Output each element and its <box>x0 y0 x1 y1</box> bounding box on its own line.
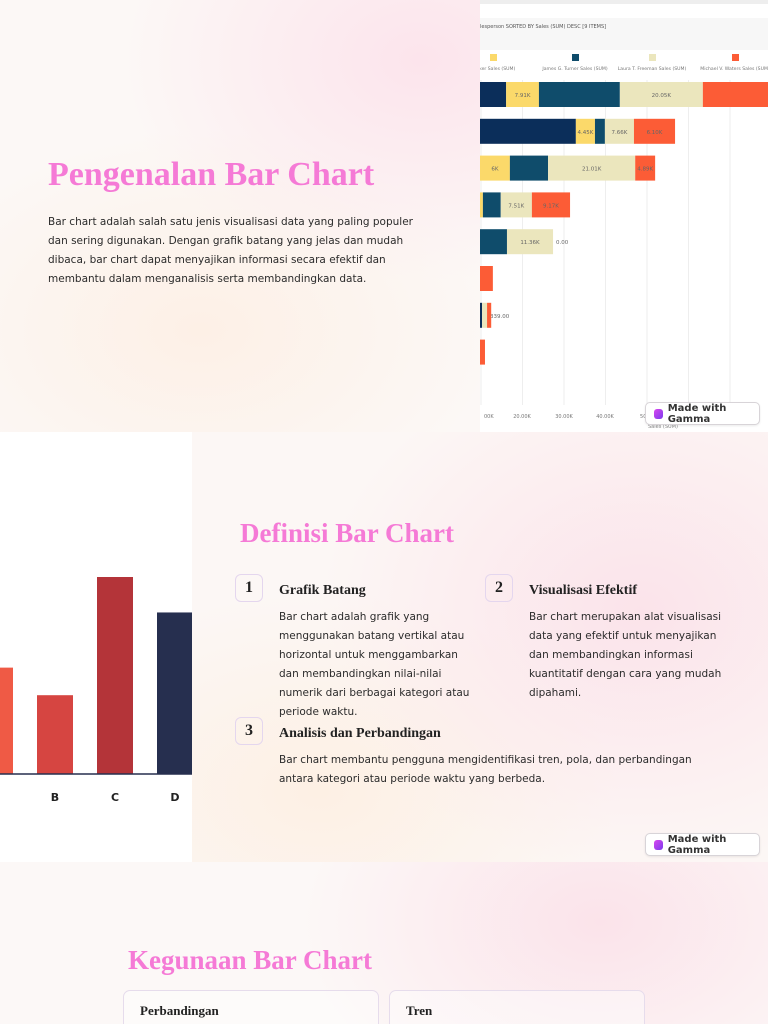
bar-segment <box>480 82 507 107</box>
bar-segment <box>480 266 493 291</box>
slide-definition: B C D Definisi Bar Chart 1 Grafik Batang B… <box>0 432 768 862</box>
data-label: 20.05K <box>652 93 672 99</box>
legend-label: Laura T. Freeman Sales (SUM) <box>618 66 687 72</box>
legend-label: Michael V. Waters Sales (SUM) <box>700 66 768 72</box>
use-card: Tren <box>389 990 645 1024</box>
slide-intro: Pengenalan Bar Chart Bar chart adalah sa… <box>0 0 768 432</box>
bar-segment <box>482 192 501 218</box>
x-axis-label: Sales (SUM) <box>648 424 678 430</box>
data-label: 7.51K <box>508 203 524 209</box>
made-with-gamma-button[interactable]: Made with Gamma <box>645 402 760 425</box>
made-with-gamma-button[interactable]: Made with Gamma <box>645 833 760 856</box>
data-label: 9.17K <box>543 203 559 209</box>
item-number: 1 <box>235 574 263 602</box>
bar-segment <box>487 302 492 328</box>
bar-segment <box>482 302 488 328</box>
bar <box>157 612 193 774</box>
item-heading: Analisis dan Perbandingan <box>279 726 441 741</box>
slide-body: Bar chart adalah salah satu jenis visual… <box>48 216 413 285</box>
bar <box>97 577 133 774</box>
data-label: 6K <box>491 167 498 173</box>
bar-segment <box>594 118 605 144</box>
data-label: 339.00 <box>490 314 510 320</box>
card-heading: Perbandingan <box>140 1003 219 1018</box>
item-text: Bar chart membantu pengguna mengidentifi… <box>279 754 692 785</box>
gamma-logo-icon <box>654 408 663 419</box>
bar-segment <box>633 118 676 144</box>
bar-segment <box>480 302 483 328</box>
x-tick-label: 40.00K <box>596 414 614 420</box>
badge-label: Made with Gamma <box>667 833 727 856</box>
x-tick-label: D <box>170 791 179 804</box>
data-label: 7.91K <box>515 93 531 99</box>
item-text: Bar chart adalah grafik yang menggunakan… <box>279 611 470 718</box>
bar-segment <box>506 82 539 107</box>
bar-segment <box>619 82 703 107</box>
slide-title: Pengenalan Bar Chart <box>48 156 375 193</box>
chart-header <box>480 18 768 50</box>
data-label: 21.01K <box>582 167 602 173</box>
bar-chart-image: B C D <box>0 432 193 862</box>
item-heading: Visualisasi Efektif <box>529 583 637 598</box>
bar-segment <box>480 118 576 144</box>
data-label: 4.89K <box>637 167 653 173</box>
bar-segment <box>635 155 656 181</box>
item-text: Bar chart merupakan alat visualisasi dat… <box>529 611 722 699</box>
slide-title: Kegunaan Bar Chart <box>128 945 373 975</box>
legend-label: James G. Turner Sales (SUM) <box>541 66 607 72</box>
bar-segment <box>531 192 571 218</box>
slide-uses: Kegunaan Bar Chart Perbandingan Tren <box>0 862 768 1024</box>
bar-segment <box>480 339 485 365</box>
data-label: 4.45K <box>577 130 593 136</box>
item-number: 2 <box>485 574 513 602</box>
data-label: 6.10K <box>647 130 663 136</box>
badge-label: Made with Gamma <box>667 402 727 425</box>
card-heading: Tren <box>406 1003 433 1018</box>
bar-segment <box>500 192 532 218</box>
legend-label: Walker Sales (SUM) <box>480 66 515 72</box>
bar-segment <box>509 155 549 181</box>
chart-title: lesperson SORTED BY Sales (SUM) DESC [9 … <box>480 24 606 30</box>
bar <box>37 695 73 774</box>
x-tick-label: C <box>111 791 119 804</box>
gamma-logo-icon <box>654 839 663 850</box>
stacked-bar-chart: lesperson SORTED BY Sales (SUM) DESC [9 … <box>471 0 768 430</box>
bar <box>0 667 13 774</box>
bar-segment <box>480 192 483 218</box>
bar-chart: B C D <box>0 577 193 804</box>
item-number: 3 <box>235 717 263 745</box>
bar-segment <box>506 229 554 255</box>
legend-swatch <box>490 54 497 61</box>
bar-segment <box>702 82 768 107</box>
x-tick-label: 00K <box>484 414 494 420</box>
x-tick-label: 50. <box>640 414 648 420</box>
bar-segment <box>548 155 636 181</box>
bar-segment <box>604 118 634 144</box>
stacked-bar-chart-image: lesperson SORTED BY Sales (SUM) DESC [9 … <box>471 0 768 432</box>
bar-segment <box>480 229 507 255</box>
item-heading: Grafik Batang <box>279 583 366 598</box>
legend-swatch <box>732 54 739 61</box>
data-label: 0.00 <box>556 240 569 246</box>
slide-title: Definisi Bar Chart <box>240 518 454 548</box>
legend-swatch <box>572 54 579 61</box>
data-label: 11.36K <box>520 240 540 246</box>
bar-segment <box>538 82 620 107</box>
bar-segment <box>480 155 510 181</box>
x-tick-label: 20.00K <box>513 414 531 420</box>
x-tick-label: 30.00K <box>555 414 573 420</box>
legend-swatch <box>649 54 656 61</box>
x-tick-label: B <box>51 791 59 804</box>
chart-top-border <box>480 0 768 4</box>
bar-segment <box>575 118 595 144</box>
data-label: 7.66K <box>612 130 628 136</box>
use-card: Perbandingan <box>123 990 379 1024</box>
